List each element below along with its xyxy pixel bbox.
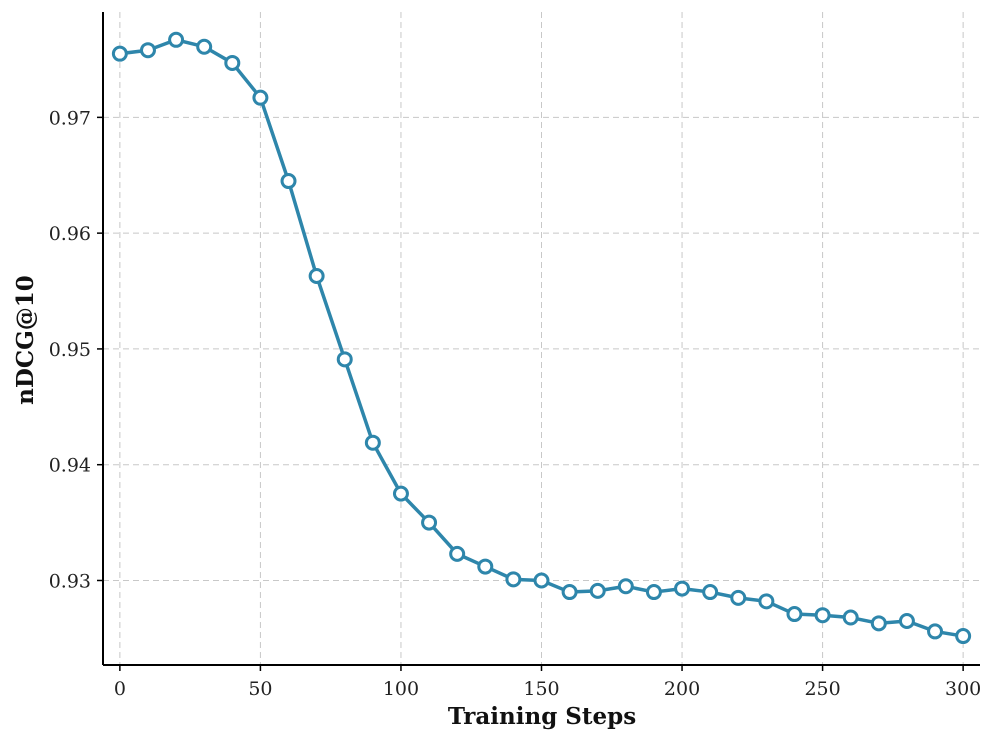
- x-tick-label: 100: [383, 678, 419, 700]
- data-point: [224, 54, 241, 71]
- data-point: [786, 606, 803, 623]
- x-tick-label: 250: [804, 678, 840, 700]
- data-point: [168, 31, 185, 48]
- data-point: [814, 607, 831, 624]
- y-tick-label: 0.96: [49, 223, 91, 245]
- grid-lines: [103, 12, 980, 665]
- x-ticks: 0 50 100 150 200 250 300: [114, 665, 981, 700]
- x-tick-label: 50: [248, 678, 272, 700]
- data-point: [589, 582, 606, 599]
- data-point: [280, 173, 297, 190]
- data-point: [392, 485, 409, 502]
- data-point: [758, 593, 775, 610]
- data-point: [196, 38, 213, 55]
- data-point: [111, 45, 128, 62]
- data-point: [421, 514, 438, 531]
- data-point: [364, 434, 381, 451]
- series: [111, 31, 972, 645]
- data-point: [308, 267, 325, 284]
- y-tick-label: 0.93: [49, 570, 91, 592]
- data-point: [449, 545, 466, 562]
- data-point: [252, 89, 269, 106]
- y-ticks: 0.93 0.94 0.95 0.96 0.97: [49, 107, 103, 592]
- y-tick-label: 0.94: [49, 455, 91, 477]
- data-point: [870, 615, 887, 632]
- data-point: [730, 589, 747, 606]
- data-point: [898, 613, 915, 630]
- data-point: [477, 558, 494, 575]
- x-tick-label: 0: [114, 678, 126, 700]
- data-point: [645, 584, 662, 601]
- data-point: [336, 351, 353, 368]
- data-point: [674, 580, 691, 597]
- x-tick-label: 300: [945, 678, 981, 700]
- y-axis-label: nDCG@10: [12, 275, 39, 405]
- data-point: [139, 42, 156, 59]
- x-tick-label: 200: [664, 678, 700, 700]
- data-point: [955, 628, 972, 645]
- data-point: [927, 623, 944, 640]
- y-tick-label: 0.95: [49, 339, 91, 361]
- y-tick-label: 0.97: [49, 107, 91, 129]
- data-point: [505, 571, 522, 588]
- data-point: [842, 609, 859, 626]
- data-point: [702, 584, 719, 601]
- x-axis-label: Training Steps: [448, 703, 636, 730]
- data-point: [561, 584, 578, 601]
- data-point: [533, 572, 550, 589]
- x-tick-label: 150: [523, 678, 559, 700]
- data-point: [617, 578, 634, 595]
